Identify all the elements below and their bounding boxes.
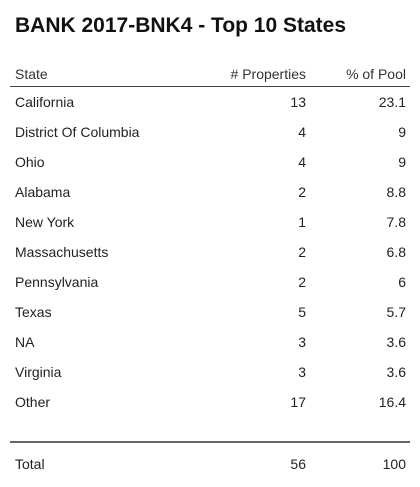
pool-cell: 5.7 [386,304,406,320]
table-row: Alabama 2 8.8 [10,177,410,207]
state-cell: Pennsylvania [15,274,99,290]
total-divider [10,441,410,443]
properties-cell: 13 [290,94,306,110]
column-header-state: State [15,66,48,82]
properties-cell: 2 [298,184,306,200]
properties-cell: 4 [298,154,306,170]
table-row: Massachusetts 2 6.8 [10,237,410,267]
properties-cell: 17 [290,394,306,410]
state-cell: California [15,94,75,110]
table-row: New York 1 7.8 [10,207,410,237]
pool-cell: 9 [398,124,406,140]
table-row: Ohio 4 9 [10,147,410,177]
table-row: NA 3 3.6 [10,327,410,357]
table-row: California 13 23.1 [10,87,410,117]
pool-cell: 23.1 [378,94,406,110]
properties-cell: 2 [298,244,306,260]
table-header-row: State # Properties % of Pool [10,62,410,87]
table-row: Texas 5 5.7 [10,297,410,327]
properties-cell: 3 [298,334,306,350]
pool-cell: 6.8 [386,244,406,260]
state-cell: Alabama [15,184,71,200]
pool-cell: 7.8 [386,214,406,230]
column-header-pool: % of Pool [346,66,406,82]
pool-cell: 8.8 [386,184,406,200]
total-pool: 100 [382,456,406,472]
states-table: State # Properties % of Pool California 1… [10,62,410,485]
state-cell: Ohio [15,154,45,170]
properties-cell: 2 [298,274,306,290]
state-cell: District Of Columbia [15,124,140,140]
table-row: District Of Columbia 4 9 [10,117,410,147]
properties-cell: 5 [298,304,306,320]
spacer [10,417,410,441]
total-properties: 56 [290,456,306,472]
pool-cell: 9 [398,154,406,170]
properties-cell: 4 [298,124,306,140]
column-header-properties: # Properties [230,66,306,82]
total-label: Total [15,456,45,472]
state-cell: Other [15,394,51,410]
pool-cell: 16.4 [378,394,406,410]
state-cell: NA [15,334,35,350]
state-cell: Texas [15,304,52,320]
table-row: Virginia 3 3.6 [10,357,410,387]
state-cell: Massachusetts [15,244,109,260]
table-row: Other 17 16.4 [10,387,410,417]
page-title: BANK 2017-BNK4 - Top 10 States [15,14,347,37]
total-row: Total 56 100 [10,443,410,485]
pool-cell: 6 [398,274,406,290]
table-row: Pennsylvania 2 6 [10,267,410,297]
properties-cell: 3 [298,364,306,380]
properties-cell: 1 [298,214,306,230]
pool-cell: 3.6 [386,334,406,350]
pool-cell: 3.6 [386,364,406,380]
table-body: California 13 23.1 District Of Columbia 4 9 Oh… [10,87,410,417]
state-cell: New York [15,214,75,230]
state-cell: Virginia [15,364,62,380]
